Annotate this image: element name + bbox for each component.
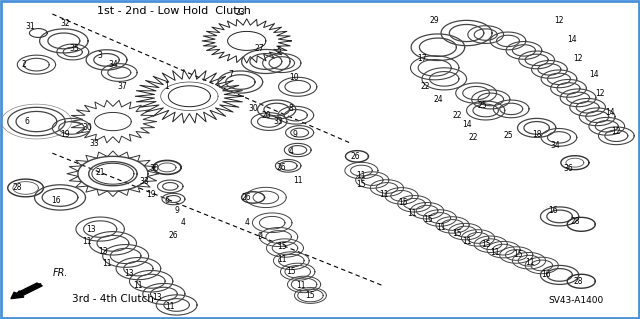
Text: 14: 14 <box>567 35 577 44</box>
Text: 11: 11 <box>166 302 175 311</box>
Text: FR.: FR. <box>52 268 68 278</box>
Text: 11: 11 <box>102 259 111 268</box>
Text: 11: 11 <box>293 175 303 185</box>
Text: 11: 11 <box>490 248 500 257</box>
Text: 26: 26 <box>242 193 252 202</box>
Text: 15: 15 <box>277 242 287 251</box>
Text: 6: 6 <box>164 196 170 205</box>
Text: 16: 16 <box>541 271 551 279</box>
Text: 15: 15 <box>481 241 490 249</box>
Text: 3: 3 <box>98 51 102 60</box>
Text: 26: 26 <box>277 163 287 172</box>
Text: 28: 28 <box>573 277 583 286</box>
Text: 30: 30 <box>248 104 258 113</box>
Text: 30: 30 <box>83 123 92 132</box>
Text: 33: 33 <box>274 117 284 126</box>
Text: 22: 22 <box>468 133 477 142</box>
Text: 3rd - 4th Clutch: 3rd - 4th Clutch <box>72 294 154 304</box>
Text: 11: 11 <box>462 237 471 246</box>
Text: 13: 13 <box>86 225 95 234</box>
Text: 32: 32 <box>60 19 70 28</box>
Text: 4: 4 <box>180 218 186 227</box>
Text: 22: 22 <box>420 82 430 91</box>
Text: 15: 15 <box>306 291 316 300</box>
Text: 25: 25 <box>477 101 487 110</box>
Text: 6: 6 <box>24 117 29 126</box>
Text: 11: 11 <box>296 281 306 291</box>
Text: 37: 37 <box>118 82 127 91</box>
Text: 28: 28 <box>570 217 580 226</box>
FancyArrow shape <box>11 283 42 299</box>
Text: 21: 21 <box>95 168 105 177</box>
Text: SV43-A1400: SV43-A1400 <box>548 296 604 305</box>
Text: 11: 11 <box>408 209 417 218</box>
Text: 24: 24 <box>433 95 443 104</box>
Text: 1st - 2nd - Low Hold  Clutch: 1st - 2nd - Low Hold Clutch <box>97 6 250 16</box>
Text: 14: 14 <box>589 70 599 78</box>
Text: 14: 14 <box>605 108 615 116</box>
Text: 5: 5 <box>276 46 281 55</box>
Text: 15: 15 <box>452 229 462 238</box>
Text: 14: 14 <box>461 120 472 129</box>
Text: 15: 15 <box>513 250 522 259</box>
Text: 12: 12 <box>554 16 564 25</box>
Text: 8: 8 <box>289 104 294 113</box>
Text: 34: 34 <box>551 141 561 150</box>
Text: 11: 11 <box>134 281 143 291</box>
Text: 13: 13 <box>99 247 108 256</box>
Text: 15: 15 <box>287 267 296 276</box>
Text: 15: 15 <box>356 180 366 189</box>
Text: 1: 1 <box>164 82 170 91</box>
Text: 26: 26 <box>350 152 360 161</box>
Text: 33: 33 <box>89 139 99 148</box>
Text: 28: 28 <box>13 183 22 192</box>
Text: 10: 10 <box>290 73 300 82</box>
Text: 34: 34 <box>108 60 118 69</box>
Text: 9: 9 <box>257 233 262 241</box>
Text: 30: 30 <box>150 165 159 174</box>
Text: 11: 11 <box>436 223 446 232</box>
Text: 13: 13 <box>153 293 163 301</box>
Text: 33: 33 <box>140 177 150 186</box>
Text: 19: 19 <box>60 130 70 139</box>
Text: 11: 11 <box>83 237 92 246</box>
Text: 16: 16 <box>51 196 60 205</box>
Text: 12: 12 <box>573 54 583 63</box>
Text: 11: 11 <box>277 255 287 263</box>
Text: 29: 29 <box>430 16 440 25</box>
Text: 31: 31 <box>25 22 35 31</box>
Text: 25: 25 <box>503 131 513 140</box>
Text: 36: 36 <box>564 165 573 174</box>
Text: 4: 4 <box>289 147 294 156</box>
Text: 20: 20 <box>261 111 271 120</box>
Text: 2: 2 <box>21 60 26 69</box>
Text: 27: 27 <box>255 44 264 53</box>
Text: 11: 11 <box>525 258 535 267</box>
Text: 12: 12 <box>596 89 605 98</box>
Text: 22: 22 <box>452 111 461 120</box>
Text: 15: 15 <box>398 198 408 207</box>
Text: 16: 16 <box>548 206 557 215</box>
Text: 4: 4 <box>244 218 249 227</box>
Text: 11: 11 <box>356 171 366 180</box>
Text: 11: 11 <box>379 190 388 199</box>
Text: 26: 26 <box>168 231 179 240</box>
Text: 18: 18 <box>532 130 541 139</box>
Text: 17: 17 <box>417 54 427 63</box>
Text: 23: 23 <box>236 8 245 17</box>
Text: 12: 12 <box>612 127 621 136</box>
Text: 15: 15 <box>424 215 433 224</box>
Text: 19: 19 <box>147 190 156 199</box>
Text: 9: 9 <box>174 206 179 215</box>
Text: 9: 9 <box>292 130 297 139</box>
Text: 35: 35 <box>70 44 79 53</box>
Text: 13: 13 <box>124 269 134 278</box>
Text: 7: 7 <box>228 70 233 78</box>
